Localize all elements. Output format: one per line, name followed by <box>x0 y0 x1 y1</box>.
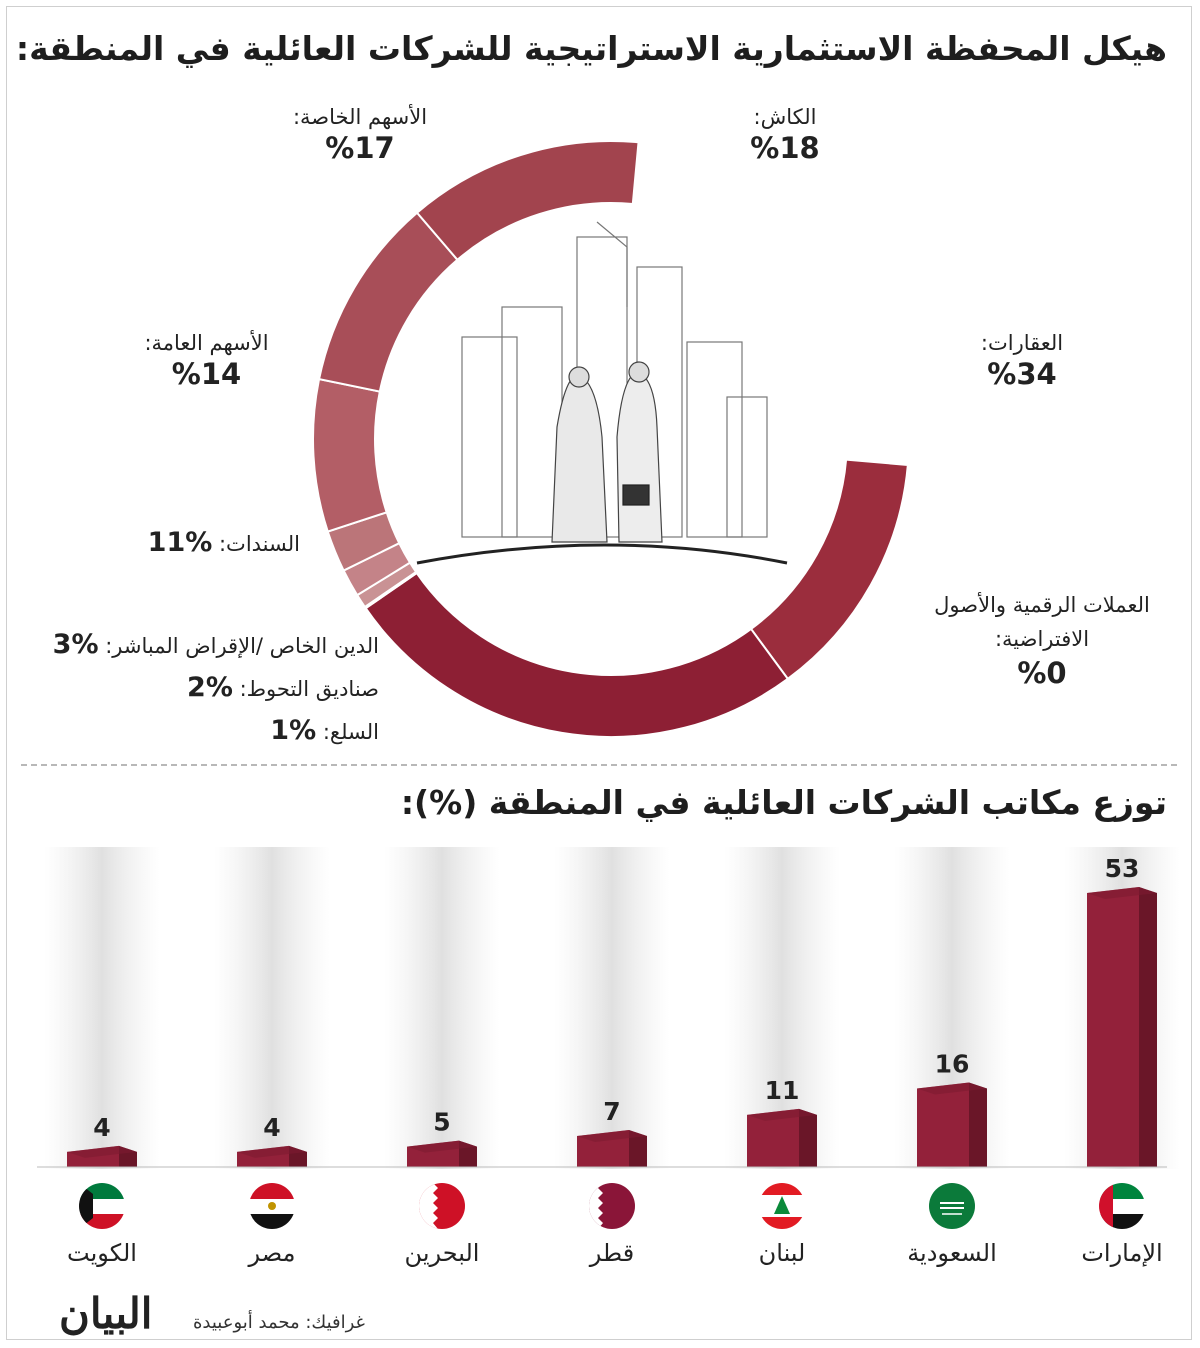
bar-value-label-6: 4 <box>93 1113 110 1142</box>
label-public-equity-value: %14 <box>171 357 242 391</box>
uae-flag-icon <box>1099 1183 1145 1229</box>
bar-background-6 <box>44 847 160 1169</box>
label-private-debt-value: %3 <box>52 629 99 660</box>
country-label-saudi: السعودية <box>907 1239 997 1267</box>
label-cash: الكاش: %18 <box>735 105 835 165</box>
label-private-equity-name: الأسهم الخاصة: <box>292 105 428 129</box>
country-label-egypt: مصر <box>248 1239 296 1267</box>
egypt-flag-icon <box>249 1183 295 1229</box>
label-commodities-name: السلع: <box>322 720 379 744</box>
credit-line: غرافيك: محمد أبوعبيدة <box>193 1312 365 1333</box>
bar-background-5 <box>214 847 330 1169</box>
label-hedge-funds-name: صناديق التحوط: <box>239 677 379 701</box>
bar-0 <box>1087 887 1157 1167</box>
label-real-estate-value: %34 <box>987 357 1057 391</box>
bar-4 <box>407 1140 477 1167</box>
label-private-equity-value: %17 <box>325 131 395 165</box>
portfolio-donut-chart <box>312 140 909 738</box>
country-label-bahrain: البحرين <box>404 1239 480 1267</box>
bar-value-label-1: 16 <box>935 1049 970 1078</box>
bar-value-label-4: 5 <box>433 1108 450 1137</box>
bar-6 <box>67 1145 137 1167</box>
albayan-logo: البيان <box>59 1289 153 1338</box>
offices-bar-chart: 53 16 11 7 5 4 4 <box>37 847 1180 1169</box>
bar-3 <box>577 1130 647 1167</box>
section-divider <box>21 764 1177 766</box>
flags-row <box>79 1183 1145 1229</box>
label-crypto: العملات الرقمية والأصول الافتراضية: %0 <box>912 588 1172 688</box>
label-real-estate-name: العقارات: <box>980 331 1064 355</box>
label-hedge-funds: صناديق التحوط: %2 <box>147 672 379 703</box>
bar-value-label-2: 11 <box>765 1076 800 1105</box>
label-bonds-value: %11 <box>147 527 213 558</box>
skyline-handshake-illustration <box>416 221 788 565</box>
label-commodities: السلع: %1 <box>252 715 379 746</box>
label-private-debt: الدين الخاص /الإقراض المباشر: %3 <box>19 629 379 660</box>
label-private-debt-name: الدين الخاص /الإقراض المباشر: <box>105 634 379 658</box>
label-public-equity: الأسهم العامة: %14 <box>119 331 294 391</box>
infographic-frame: هيكل المحفظة الاستثمارية الاستراتيجية لل… <box>6 6 1192 1340</box>
label-commodities-value: %1 <box>270 715 317 746</box>
country-label-kuwait: الكويت <box>67 1239 137 1267</box>
bar-value-label-0: 53 <box>1105 854 1140 883</box>
bar-5 <box>237 1145 307 1167</box>
label-hedge-funds-value: %2 <box>187 672 233 703</box>
bar-value-label-3: 7 <box>603 1097 620 1126</box>
bar-background-3 <box>554 847 670 1169</box>
label-private-equity: الأسهم الخاصة: %17 <box>265 105 455 165</box>
label-bonds: السندات: %11 <box>125 527 300 558</box>
offices-title: توزع مكاتب الشركات العائلية في المنطقة (… <box>400 783 1167 822</box>
country-label-lebanon: لبنان <box>758 1239 806 1267</box>
label-crypto-value: %0 <box>1017 656 1067 690</box>
bar-background-4 <box>384 847 500 1169</box>
label-real-estate: العقارات: %34 <box>962 331 1082 391</box>
country-label-uae: الإمارات <box>1081 1239 1163 1267</box>
label-cash-value: %18 <box>750 131 820 165</box>
lebanon-flag-icon <box>759 1183 805 1229</box>
bar-1 <box>917 1082 987 1167</box>
label-crypto-name: العملات الرقمية والأصول الافتراضية: <box>934 593 1150 651</box>
label-public-equity-name: الأسهم العامة: <box>144 331 269 355</box>
bar-value-label-5: 4 <box>263 1113 280 1142</box>
saudi-flag-icon <box>929 1183 975 1229</box>
label-bonds-name: السندات: <box>218 532 300 556</box>
qatar-flag-icon <box>589 1183 635 1229</box>
bar-2 <box>747 1108 817 1167</box>
donut-segment-8 <box>415 140 640 262</box>
label-cash-name: الكاش: <box>753 105 817 129</box>
portfolio-title: هيكل المحفظة الاستثمارية الاستراتيجية لل… <box>15 29 1167 68</box>
bahrain-flag-icon <box>419 1183 465 1229</box>
kuwait-flag-icon <box>79 1183 125 1229</box>
country-label-qatar: قطر <box>589 1239 635 1267</box>
